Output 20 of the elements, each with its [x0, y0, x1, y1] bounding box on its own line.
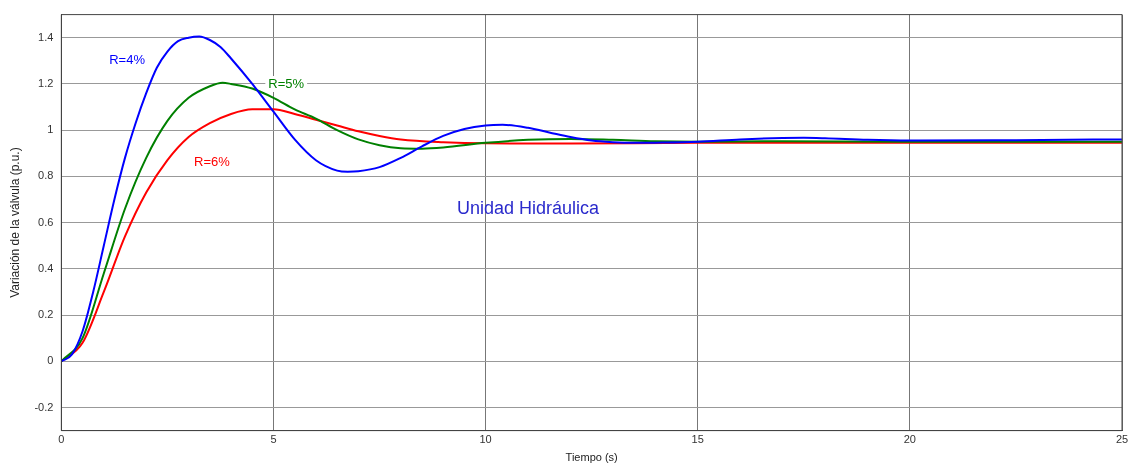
y-tick-label: 0.6	[38, 215, 54, 228]
y-axis-title: Variación de la válvula (p.u.)	[7, 147, 22, 298]
y-tick-label: 0.4	[38, 261, 54, 274]
y-tick-label: 1.4	[38, 30, 54, 43]
y-tick-label: 1.2	[38, 76, 54, 89]
y-tick-label: 0.2	[38, 308, 54, 321]
x-axis-title: Tiempo (s)	[565, 451, 618, 464]
y-tick-label: 1	[47, 123, 54, 136]
y-tick-label: 0.8	[38, 169, 54, 182]
y-tick-label: -0.2	[34, 400, 54, 413]
x-tick-label: 15	[691, 433, 704, 446]
x-tick-label: 0	[58, 433, 65, 446]
series-label: R=5%	[268, 75, 305, 91]
x-tick-label: 10	[479, 433, 492, 446]
y-tick-label: 0	[47, 354, 54, 367]
x-tick-label: 5	[270, 433, 277, 446]
series-label: R=4%	[109, 52, 146, 68]
series-label: R=6%	[194, 154, 231, 170]
x-tick-label: 20	[903, 433, 916, 446]
x-tick-label: 25	[1115, 433, 1129, 446]
